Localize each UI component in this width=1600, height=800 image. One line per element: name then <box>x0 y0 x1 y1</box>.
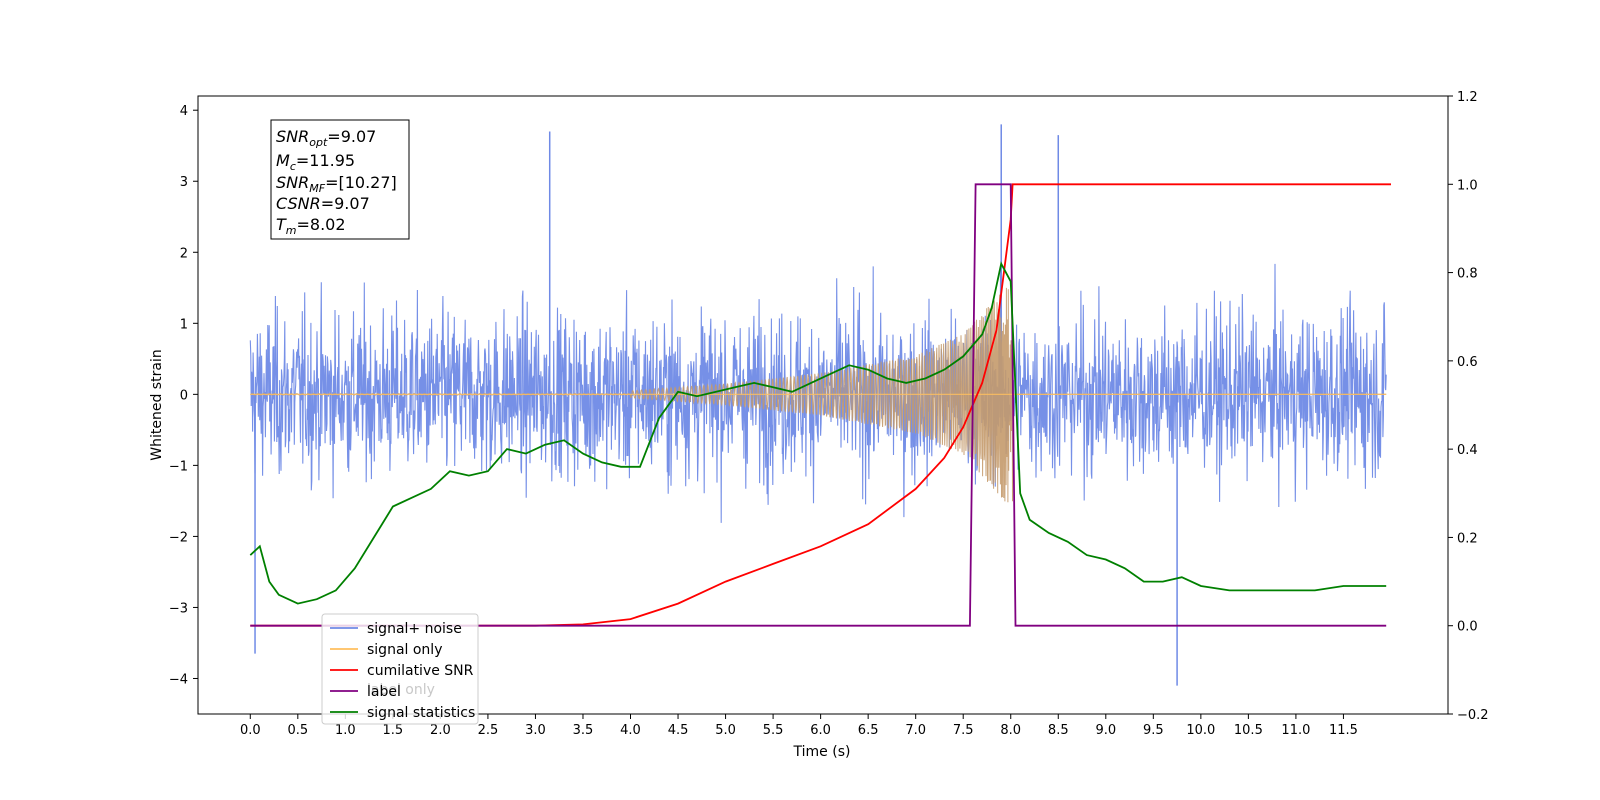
info-box-frame <box>270 119 410 240</box>
x-tick-label-15: 7.5 <box>953 723 974 738</box>
info-box: SNRopt=9.07 Mc=11.95 SNRMF=[10.27] CSNR=… <box>270 119 410 240</box>
y-left-tick-label-2: 2 <box>180 246 188 261</box>
legend-label-1: signal only <box>367 642 442 658</box>
info-snr-mf-value: =[10.27] <box>325 173 397 192</box>
cumulative-snr-line <box>250 183 1391 627</box>
info-tm-value: =8.02 <box>297 215 346 234</box>
series-layer <box>249 124 1391 686</box>
info-tm: Tm=8.02 <box>276 215 346 237</box>
x-tick-label-0: 0.0 <box>240 723 261 738</box>
y-right-tick-label-4: 0.4 <box>1457 443 1478 458</box>
x-tick-label-23: 11.5 <box>1329 723 1358 738</box>
y-right-tick-label-3: 0.6 <box>1457 355 1478 370</box>
x-tick-label-1: 0.5 <box>287 723 308 738</box>
legend-label-4: signal statistics <box>367 705 475 721</box>
x-tick-label-7: 3.5 <box>573 723 594 738</box>
legend-label-2: cumilative SNR <box>367 663 474 679</box>
y-axis-label: Whitened strain <box>149 349 165 460</box>
x-tick-label-3: 1.5 <box>383 723 404 738</box>
y-right-tick-label-1: 1.0 <box>1457 178 1478 193</box>
info-csnr: CSNR=9.07 <box>276 194 370 213</box>
x-tick-label-5: 2.5 <box>478 723 499 738</box>
y-left-tick-label-7: −3 <box>169 601 188 616</box>
signal-statistics-line <box>249 261 1387 605</box>
x-tick-label-21: 10.5 <box>1234 723 1263 738</box>
x-tick-label-8: 4.0 <box>620 723 641 738</box>
x-tick-label-18: 9.0 <box>1095 723 1116 738</box>
x-tick-label-4: 2.0 <box>430 723 451 738</box>
info-csnr-value: =9.07 <box>321 194 370 213</box>
x-tick-label-13: 6.5 <box>858 723 879 738</box>
x-tick-label-11: 5.5 <box>763 723 784 738</box>
info-snr-opt: SNRopt=9.07 <box>276 127 376 149</box>
axes-border <box>197 95 1449 715</box>
legend-frame <box>321 613 479 725</box>
x-tick-label-6: 3.0 <box>525 723 546 738</box>
x-tick-label-16: 8.0 <box>1000 723 1021 738</box>
y-right-tick-label-0: 1.2 <box>1457 90 1478 105</box>
y-left-tick-label-1: 3 <box>180 175 188 190</box>
x-tick-label-2: 1.0 <box>335 723 356 738</box>
x-tick-label-22: 11.0 <box>1281 723 1310 738</box>
legend: label only signal+ noise signal only cumil… <box>321 613 479 725</box>
y-right-tick-label-7: −0.2 <box>1457 708 1489 723</box>
y-left-tick-label-5: −1 <box>169 459 188 474</box>
legend-label-3: label <box>367 684 401 700</box>
x-tick-label-12: 6.0 <box>810 723 831 738</box>
x-tick-label-10: 5.0 <box>715 723 736 738</box>
legend-label-0: signal+ noise <box>367 621 462 637</box>
x-tick-label-19: 9.5 <box>1143 723 1164 738</box>
x-axis-label: Time (s) <box>793 744 851 760</box>
y-left-tick-label-4: 0 <box>180 388 188 403</box>
info-snr-opt-value: =9.07 <box>327 127 376 146</box>
y-right-tick-label-5: 0.2 <box>1457 531 1478 546</box>
info-mc-value: =11.95 <box>296 151 355 170</box>
label-line <box>250 183 1387 627</box>
x-tick-label-9: 4.5 <box>668 723 689 738</box>
ticks-layer: 0.0 0.5 1.0 1.5 2.0 2.5 3.0 3.5 4.0 4.5 5.0 5.5 6.0 6… <box>169 90 1489 738</box>
legend-hidden-text: label only <box>367 682 435 698</box>
legend-items: signal+ noise signal only cumilative SNR la… <box>330 621 475 721</box>
y-left-tick-label-8: −4 <box>169 672 188 687</box>
signal-noise-line <box>249 263 1387 523</box>
y-right-tick-label-2: 0.8 <box>1457 267 1478 282</box>
x-tick-label-14: 7.0 <box>905 723 926 738</box>
info-mc: Mc=11.95 <box>276 151 355 173</box>
y-right-tick-label-6: 0.0 <box>1457 620 1478 635</box>
y-left-tick-label-0: 4 <box>180 104 188 119</box>
y-left-tick-label-3: 1 <box>180 317 188 332</box>
info-snr-mf: SNRMF=[10.27] <box>276 173 397 195</box>
y-left-tick-label-6: −2 <box>169 530 188 545</box>
x-tick-label-17: 8.5 <box>1048 723 1069 738</box>
x-tick-label-20: 10.0 <box>1186 723 1215 738</box>
